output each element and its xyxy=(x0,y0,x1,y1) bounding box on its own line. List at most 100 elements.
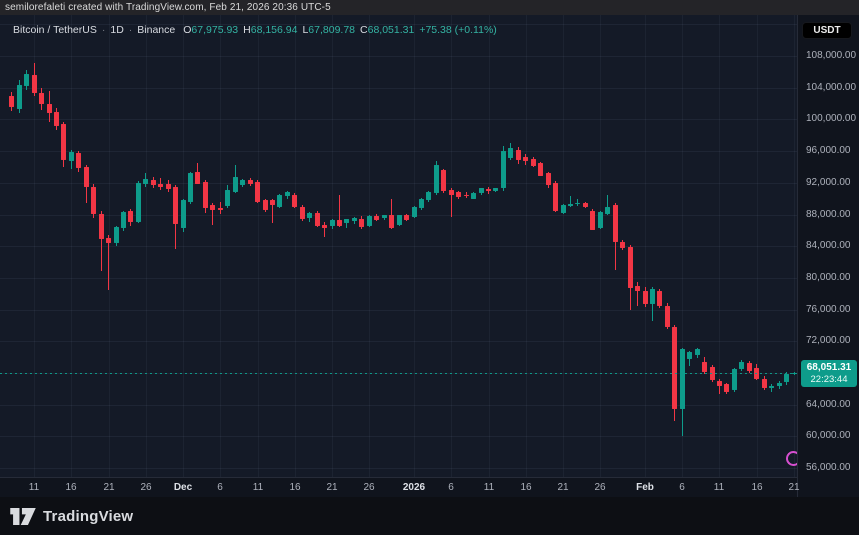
candle-body[interactable] xyxy=(396,215,402,225)
candle-body[interactable] xyxy=(642,291,648,305)
candle-body[interactable] xyxy=(225,189,231,207)
candle-body[interactable] xyxy=(106,238,112,244)
candle-body[interactable] xyxy=(299,206,305,220)
candle-body[interactable] xyxy=(463,194,469,197)
candle-body[interactable] xyxy=(672,327,678,410)
candle-body[interactable] xyxy=(351,217,357,221)
candle-body[interactable] xyxy=(538,163,544,176)
candle-body[interactable] xyxy=(217,208,223,210)
tradingview-logo[interactable]: TradingView xyxy=(10,507,133,525)
candle-body[interactable] xyxy=(16,84,22,110)
candle-body[interactable] xyxy=(128,211,134,223)
candle-body[interactable] xyxy=(113,227,119,243)
candle-body[interactable] xyxy=(411,206,417,217)
candle-body[interactable] xyxy=(329,220,335,227)
candle-body[interactable] xyxy=(135,182,141,222)
interval-label[interactable]: 1D xyxy=(110,24,124,36)
candle-body[interactable] xyxy=(597,212,603,228)
candle-wick[interactable] xyxy=(219,201,221,215)
candle-body[interactable] xyxy=(448,189,454,195)
candle-body[interactable] xyxy=(404,215,410,221)
candle-body[interactable] xyxy=(739,361,745,369)
candle-body[interactable] xyxy=(210,205,216,210)
candle-body[interactable] xyxy=(39,93,44,105)
candle-body[interactable] xyxy=(322,224,328,228)
candle-body[interactable] xyxy=(478,188,484,194)
candle-body[interactable] xyxy=(366,216,372,226)
candle-body[interactable] xyxy=(560,205,566,213)
candle-body[interactable] xyxy=(91,186,97,214)
candle-wick[interactable] xyxy=(108,235,110,290)
candle-body[interactable] xyxy=(575,202,581,205)
candle-body[interactable] xyxy=(717,380,722,386)
candle-body[interactable] xyxy=(202,182,208,209)
candle-body[interactable] xyxy=(173,186,179,224)
candle-body[interactable] xyxy=(240,179,246,186)
candle-body[interactable] xyxy=(441,170,447,192)
candle-body[interactable] xyxy=(165,183,171,190)
candle-body[interactable] xyxy=(746,362,752,372)
candle-body[interactable] xyxy=(61,124,67,160)
candle-body[interactable] xyxy=(83,166,89,187)
candle-wick[interactable] xyxy=(637,281,638,306)
candle-body[interactable] xyxy=(508,147,514,159)
plot-area[interactable]: Bitcoin / TetherUS · 1D · Binance O67,97… xyxy=(0,15,797,477)
candle-body[interactable] xyxy=(553,182,559,212)
candle-body[interactable] xyxy=(76,152,82,168)
candle-body[interactable] xyxy=(374,216,380,221)
candle-body[interactable] xyxy=(486,189,491,191)
candle-body[interactable] xyxy=(277,194,283,207)
candle-body[interactable] xyxy=(337,220,342,226)
candle-body[interactable] xyxy=(530,159,536,167)
symbol-name[interactable]: Bitcoin / TetherUS xyxy=(13,24,97,36)
candle-wick[interactable] xyxy=(100,210,102,271)
price-axis[interactable]: USDT 108,000.00 104,000.00 100,000.00 96,00… xyxy=(797,15,859,497)
candle-body[interactable] xyxy=(620,242,626,249)
candle-body[interactable] xyxy=(232,176,238,192)
candle-body[interactable] xyxy=(158,183,164,187)
candle-body[interactable] xyxy=(143,178,149,184)
candle-body[interactable] xyxy=(456,191,462,197)
candle-body[interactable] xyxy=(53,112,59,126)
candle-body[interactable] xyxy=(590,210,596,230)
candle-body[interactable] xyxy=(657,291,663,307)
candle-body[interactable] xyxy=(612,205,618,243)
candle-body[interactable] xyxy=(724,384,730,392)
candle-body[interactable] xyxy=(389,215,395,228)
candle-body[interactable] xyxy=(731,369,737,391)
candle-wick[interactable] xyxy=(324,221,326,237)
candle-wick[interactable] xyxy=(391,198,393,229)
candle-body[interactable] xyxy=(776,382,782,386)
candle-wick[interactable] xyxy=(771,384,773,392)
candle-wick[interactable] xyxy=(339,194,340,228)
candle-body[interactable] xyxy=(121,212,126,228)
candle-body[interactable] xyxy=(769,385,775,389)
candle-body[interactable] xyxy=(515,150,521,160)
candle-body[interactable] xyxy=(694,349,700,356)
candle-wick[interactable] xyxy=(570,195,571,207)
candle-body[interactable] xyxy=(46,104,52,113)
candle-body[interactable] xyxy=(784,373,789,383)
candle-body[interactable] xyxy=(702,361,708,373)
candle-body[interactable] xyxy=(582,203,588,208)
candle-body[interactable] xyxy=(568,204,573,206)
candle-body[interactable] xyxy=(426,191,432,201)
candle-wick[interactable] xyxy=(651,286,653,322)
candle-wick[interactable] xyxy=(212,203,214,225)
candle-body[interactable] xyxy=(687,352,693,360)
candle-body[interactable] xyxy=(314,212,320,227)
candle-body[interactable] xyxy=(359,219,365,228)
candle-body[interactable] xyxy=(523,157,529,162)
candle-wick[interactable] xyxy=(719,378,720,394)
candle-body[interactable] xyxy=(247,179,253,185)
candle-wick[interactable] xyxy=(607,194,609,216)
candle-body[interactable] xyxy=(605,207,611,214)
candle-body[interactable] xyxy=(627,247,633,289)
candle-body[interactable] xyxy=(307,212,313,218)
candle-body[interactable] xyxy=(68,151,74,162)
candle-body[interactable] xyxy=(664,305,670,327)
candle-body[interactable] xyxy=(433,165,439,194)
candle-body[interactable] xyxy=(649,289,655,305)
candle-body[interactable] xyxy=(493,188,499,191)
current-price-badge[interactable]: 68,051.31 22:23:44 xyxy=(801,359,857,387)
